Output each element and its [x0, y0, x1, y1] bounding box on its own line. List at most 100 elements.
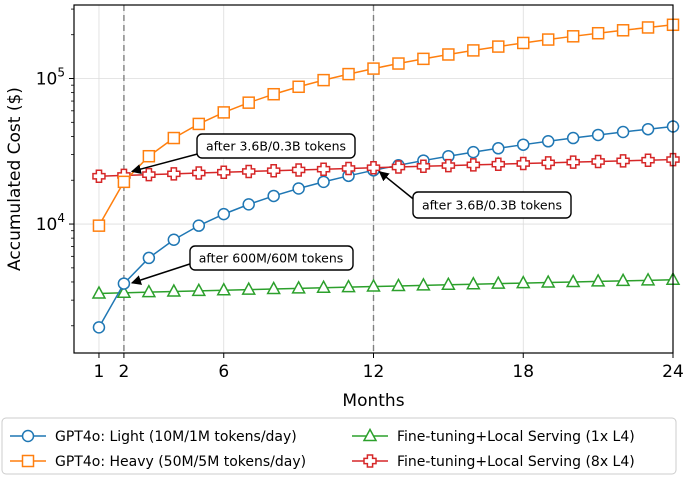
x-tick-label: 1: [94, 362, 105, 382]
data-point: [641, 153, 655, 167]
legend-frame: [1, 417, 677, 475]
data-point: [590, 273, 606, 287]
data-point: [441, 158, 456, 173]
data-point: [591, 154, 605, 169]
data-point: [142, 167, 156, 182]
data-point: [416, 277, 431, 291]
data-point: [116, 284, 132, 299]
y-tick-exponent: 4: [57, 211, 65, 225]
data-point: [540, 274, 556, 288]
annotation-box: [412, 191, 572, 219]
y-tick-label: 104: [36, 211, 65, 235]
data-point: [317, 175, 330, 189]
data-point: [517, 36, 530, 50]
data-point: [241, 281, 256, 295]
data-point: [591, 26, 605, 40]
data-point: [641, 21, 655, 34]
data-point: [541, 135, 555, 148]
series-square: [92, 18, 680, 232]
data-point: [142, 251, 156, 265]
data-point: [91, 285, 107, 299]
data-point: [366, 278, 381, 292]
data-point: [442, 48, 455, 61]
y-tick-base: 10: [36, 70, 58, 90]
legend-item: GPT4o: Heavy (50M/5M tokens/day): [10, 454, 306, 470]
x-tick-label: 2: [119, 362, 130, 382]
data-point: [491, 157, 506, 171]
series-line: [98, 158, 674, 178]
data-point: [366, 160, 381, 175]
annotation-box: [196, 133, 356, 159]
data-point: [541, 156, 555, 170]
annotation-text: after 3.6B/0.3B tokens: [206, 139, 346, 154]
data-point: [492, 40, 505, 53]
data-point: [441, 276, 456, 291]
data-point: [192, 117, 206, 131]
legend-marker: [362, 427, 378, 442]
x-tick-label: 12: [363, 362, 385, 382]
annotation-arrow: [130, 260, 200, 285]
data-point: [167, 131, 181, 145]
data-point: [317, 73, 330, 87]
series-plus: [92, 152, 680, 184]
data-point: [242, 96, 255, 109]
y-tick-label: 105: [36, 66, 65, 90]
data-point: [392, 57, 405, 70]
data-point: [541, 33, 555, 46]
series: [91, 18, 681, 334]
x-tick-label: 24: [662, 362, 684, 382]
annotation-box: [189, 245, 354, 271]
annotation-arrow: [378, 171, 418, 203]
data-point: [166, 283, 182, 297]
series-line: [98, 279, 674, 295]
legend-marker: [21, 429, 35, 443]
series-circle: [92, 120, 680, 334]
x-tick-label: 18: [512, 362, 534, 382]
data-point: [167, 233, 181, 247]
data-point: [316, 279, 331, 294]
data-point: [167, 167, 181, 181]
data-point: [92, 219, 106, 232]
legend-item: Fine-tuning+Local Serving (8x L4): [352, 454, 635, 470]
data-point: [192, 166, 206, 180]
data-point: [217, 165, 231, 179]
legend-label: GPT4o: Light (10M/1M tokens/day): [55, 429, 297, 445]
data-point: [515, 275, 531, 289]
data-point: [92, 169, 106, 184]
data-point: [517, 138, 530, 151]
y-axis-label: Accumulated Cost ($): [5, 87, 25, 271]
legend-item: Fine-tuning+Local Serving (1x L4): [352, 427, 635, 445]
data-point: [142, 149, 156, 163]
data-point: [391, 277, 406, 292]
data-point: [466, 276, 481, 290]
legend-label: Fine-tuning+Local Serving (1x L4): [397, 429, 635, 445]
data-point: [341, 161, 356, 176]
data-point: [516, 156, 530, 171]
x-axis-label: Months: [342, 391, 404, 411]
series-triangle: [91, 271, 681, 299]
annotations: after 3.6B/0.3B tokens after 3.6B/0.3B to…: [130, 133, 572, 285]
y-tick-base: 10: [36, 215, 58, 235]
data-point: [316, 162, 331, 176]
data-point: [117, 277, 131, 290]
y-tick-exponent: 5: [57, 66, 65, 80]
data-point: [391, 160, 406, 174]
data-point: [367, 62, 380, 75]
data-point: [292, 80, 305, 94]
legend-label: Fine-tuning+Local Serving (8x L4): [397, 454, 635, 470]
data-point: [217, 207, 230, 221]
data-point: [242, 198, 255, 211]
data-point: [292, 182, 305, 195]
data-point: [615, 272, 631, 287]
legend: GPT4o: Light (10M/1M tokens/day) Fine-tun…: [1, 417, 677, 475]
data-point: [616, 125, 630, 139]
data-point: [616, 154, 630, 168]
data-point: [566, 30, 580, 43]
data-point: [267, 189, 280, 203]
data-point: [417, 52, 430, 66]
data-point: [566, 131, 580, 145]
data-point: [117, 175, 131, 189]
data-point: [416, 159, 431, 174]
data-point: [341, 279, 356, 293]
